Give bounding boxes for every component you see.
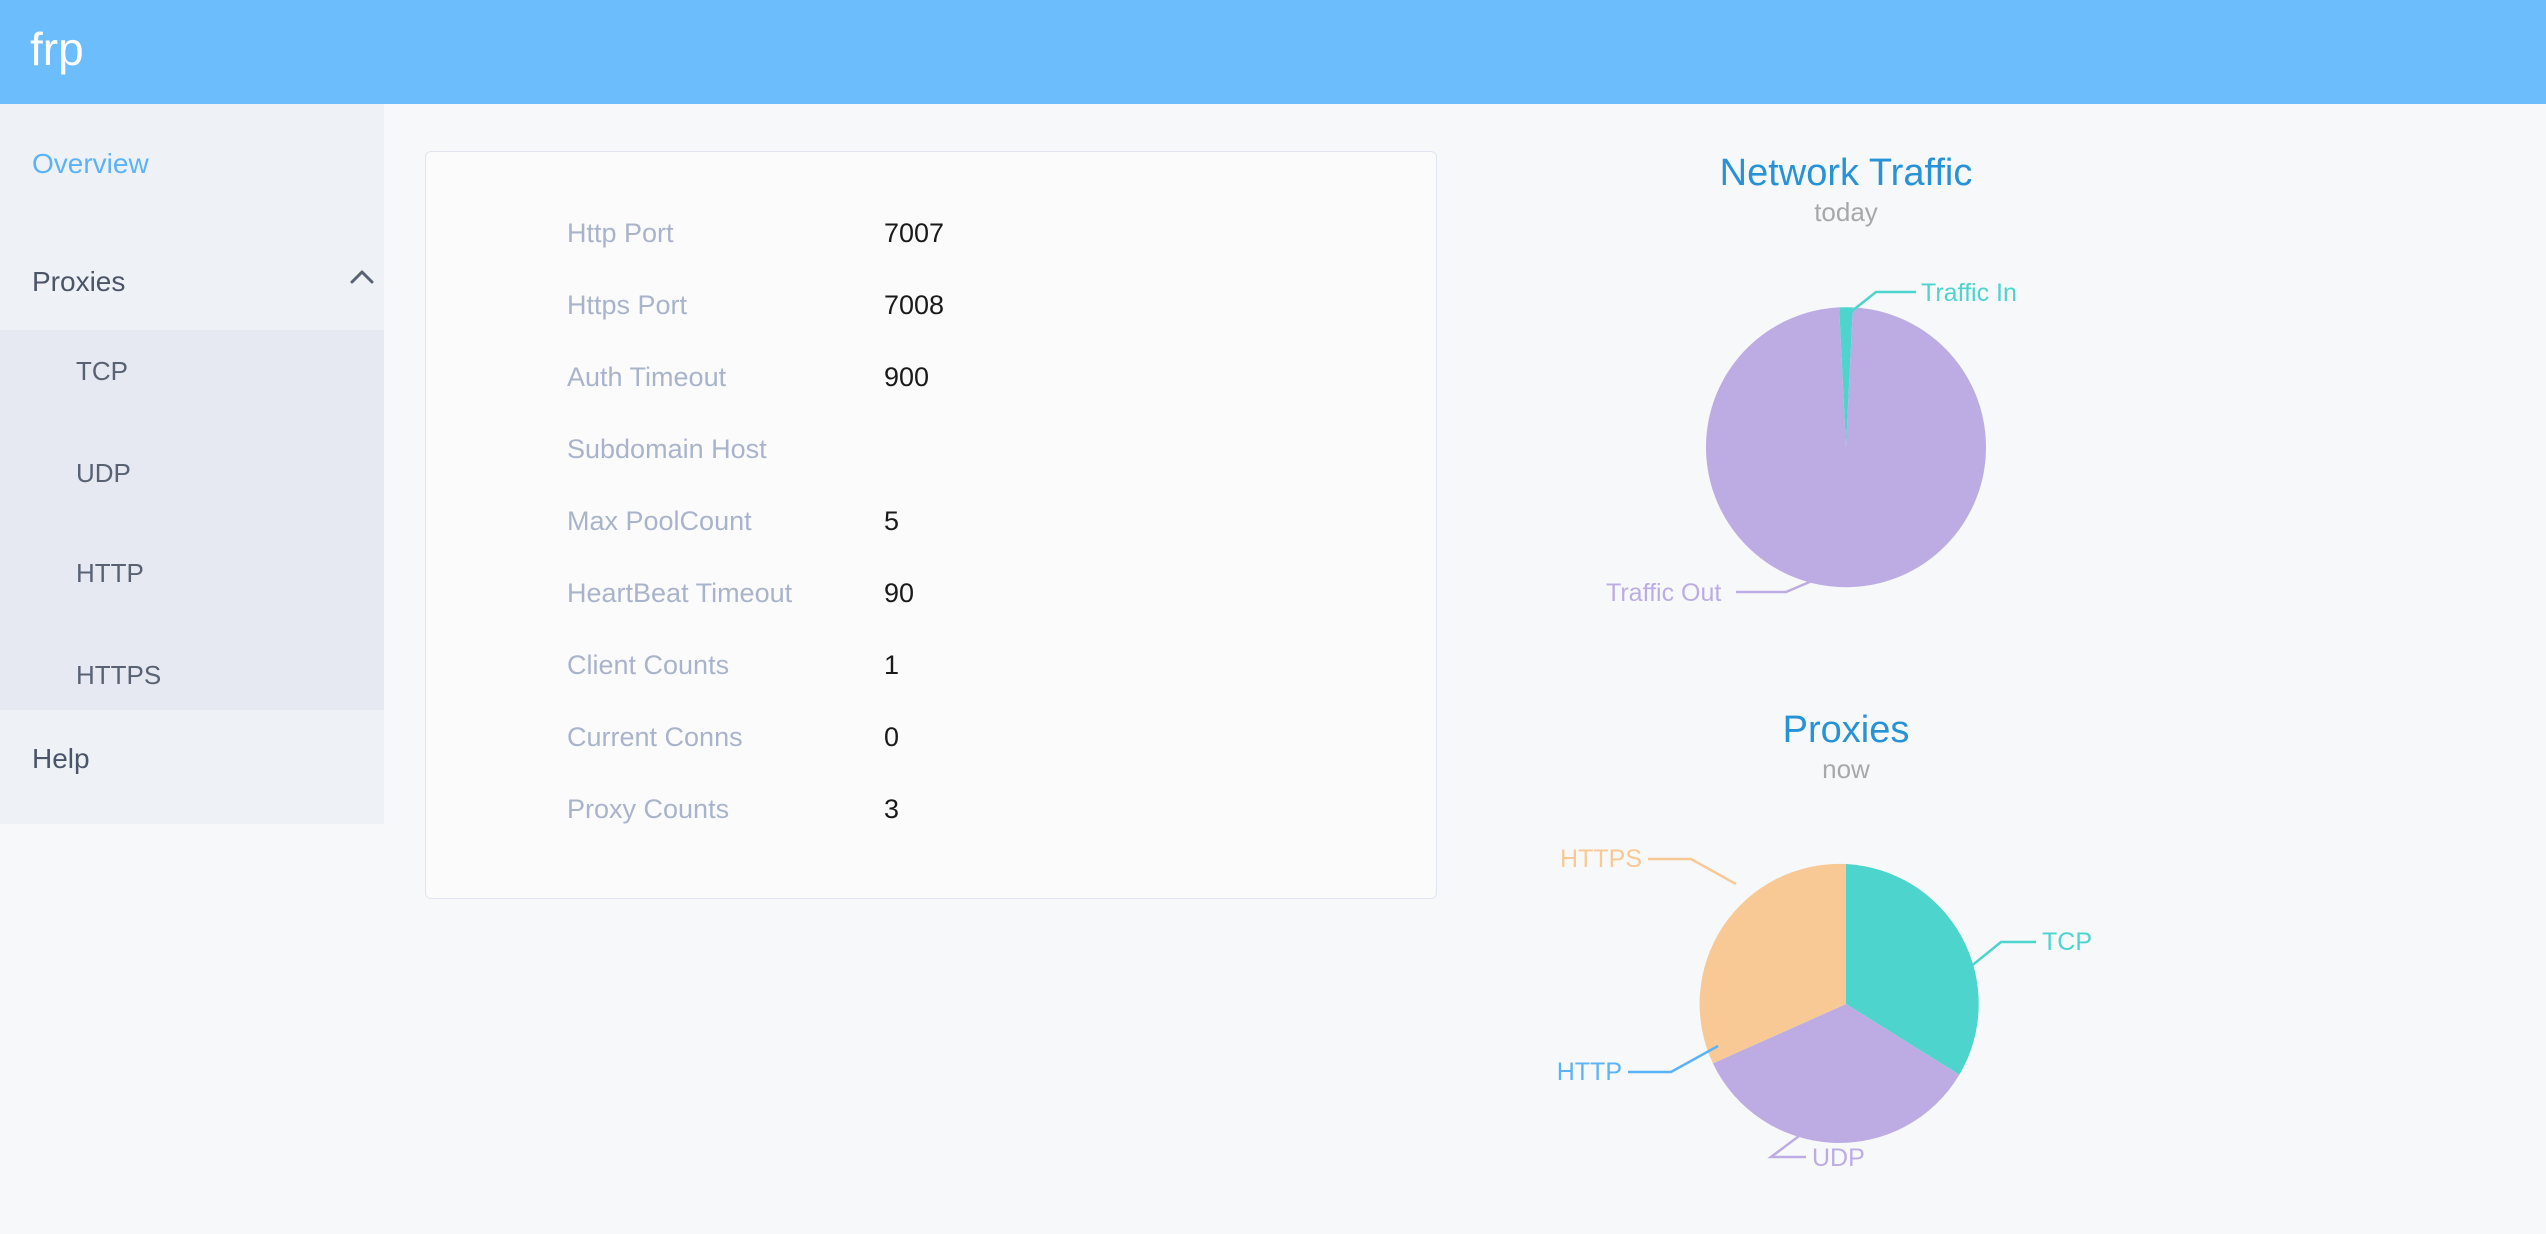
svg-text:TCP: TCP bbox=[2042, 928, 2092, 956]
svg-text:HTTP: HTTP bbox=[1557, 1058, 1622, 1086]
svg-text:UDP: UDP bbox=[1812, 1144, 1865, 1172]
svg-text:HTTPS: HTTPS bbox=[1560, 845, 1642, 873]
svg-text:Traffic Out: Traffic Out bbox=[1606, 579, 1721, 607]
svg-text:Traffic In: Traffic In bbox=[1921, 279, 2017, 307]
